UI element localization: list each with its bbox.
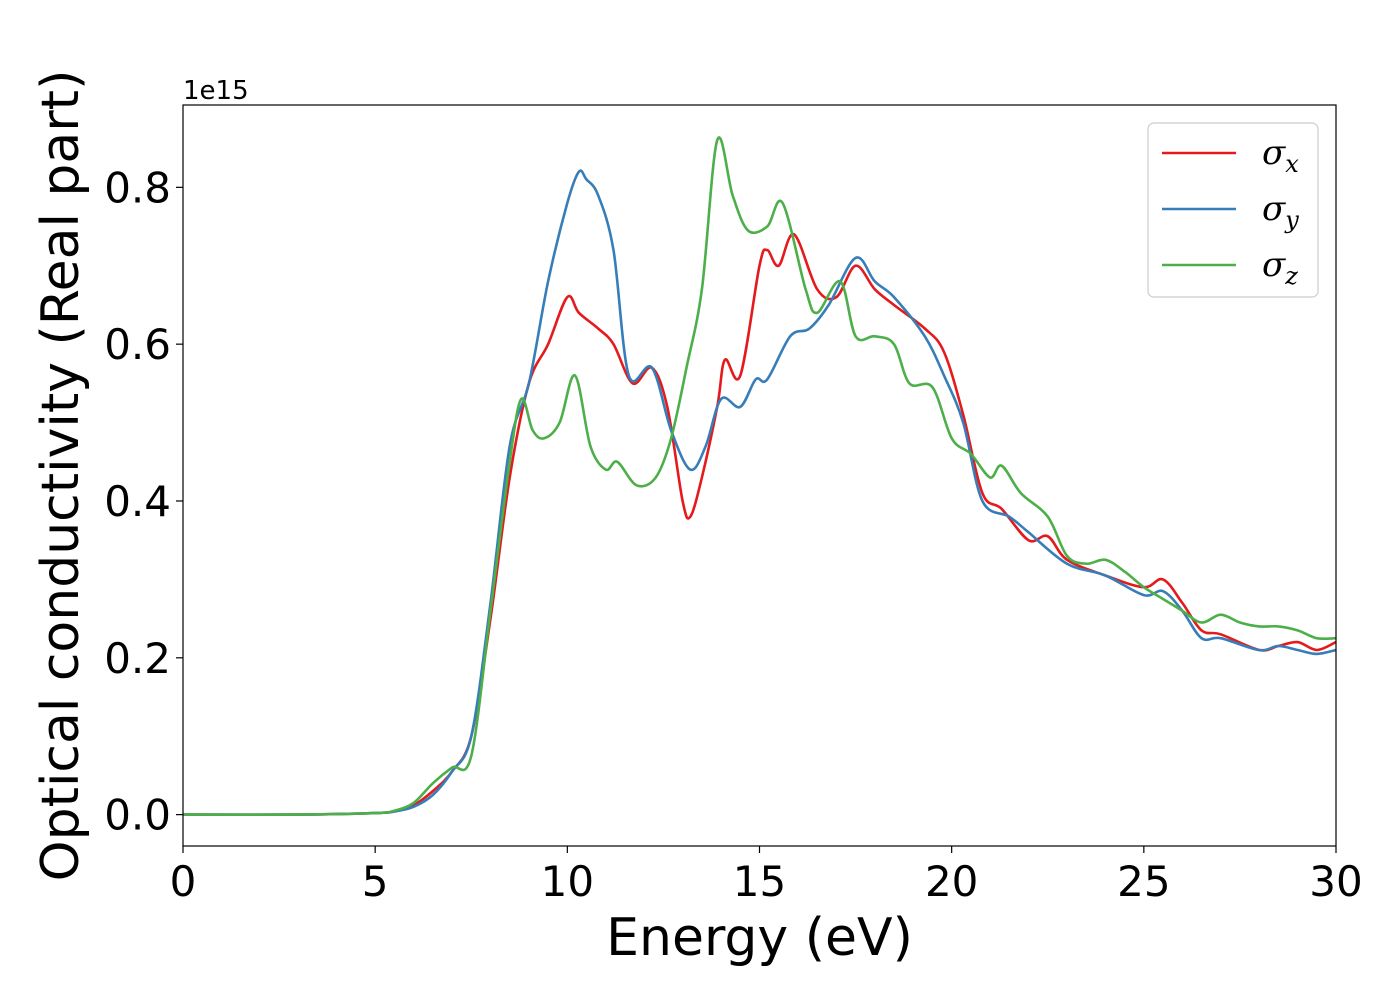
x-tick-label: 25 bbox=[1117, 857, 1170, 906]
legend-symbol: σ bbox=[1262, 189, 1286, 229]
y-offset-label: 1e15 bbox=[183, 76, 249, 106]
y-tick-label: 0.6 bbox=[104, 320, 171, 369]
legend-symbol: σ bbox=[1262, 245, 1286, 285]
y-tick-label: 0.0 bbox=[104, 791, 171, 840]
x-tick-label: 20 bbox=[925, 857, 978, 906]
legend-label-y: σy bbox=[1262, 189, 1299, 234]
x-tick-label: 15 bbox=[733, 857, 786, 906]
legend-subscript: x bbox=[1285, 150, 1299, 178]
y-axis: 0.0 0.2 0.4 0.6 0.8 bbox=[104, 163, 183, 840]
legend-label-x: σx bbox=[1262, 133, 1299, 178]
x-tick-label: 0 bbox=[170, 857, 197, 906]
y-axis-label: Optical conductivity (Real part) bbox=[31, 70, 91, 882]
x-tick-label: 30 bbox=[1309, 857, 1362, 906]
legend-subscript: y bbox=[1284, 206, 1299, 234]
y-tick-label: 0.4 bbox=[104, 477, 171, 526]
x-tick-label: 5 bbox=[362, 857, 389, 906]
legend-subscript: z bbox=[1284, 262, 1298, 290]
y-tick-label: 0.2 bbox=[104, 634, 171, 683]
x-tick-label: 10 bbox=[541, 857, 594, 906]
legend-symbol: σ bbox=[1262, 133, 1286, 173]
legend-label-z: σz bbox=[1262, 245, 1298, 290]
x-axis-label: Energy (eV) bbox=[606, 908, 913, 968]
y-tick-label: 0.8 bbox=[104, 163, 171, 212]
series-line-z bbox=[183, 136, 1336, 817]
series-layer bbox=[183, 136, 1336, 817]
x-axis: 0 5 10 15 20 25 30 bbox=[170, 846, 1363, 906]
